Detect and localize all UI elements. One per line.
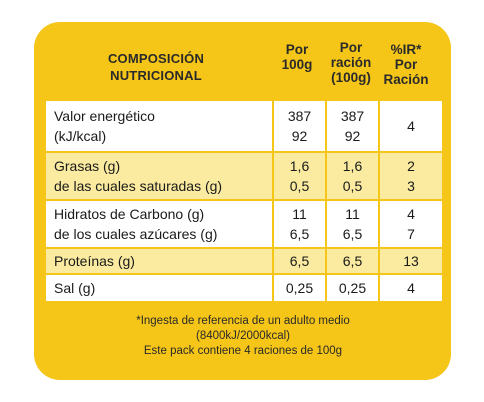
- column-header-ri: %IR* Por Ración: [376, 42, 436, 87]
- per-serving-cell: 11 6,5: [325, 199, 380, 249]
- per-100g-cell: 0,25: [272, 273, 327, 303]
- row-label: Valor energético (kJ/kcal): [44, 99, 274, 153]
- per-100g-value-1: 387: [287, 108, 312, 124]
- ri-value-1: 4: [407, 206, 415, 222]
- footnote-line-2: (8400kJ/2000kcal): [196, 330, 290, 342]
- per-serving-cell: 0,25: [325, 273, 380, 303]
- per-serving-cell: 6,5: [325, 247, 380, 275]
- per-serving-value-2: 6,5: [342, 226, 363, 242]
- row-label-line-1: Grasas (g): [54, 158, 121, 174]
- column-header-per-serving: Por ración (100g): [324, 40, 378, 85]
- ri-cell: 13: [378, 247, 444, 275]
- title-line-1: COMPOSICIÓN: [107, 51, 205, 66]
- row-label: Proteínas (g): [44, 247, 274, 275]
- footnote: *Ingesta de referencia de un adulto medi…: [60, 314, 426, 359]
- per-100g-value-1: 11: [292, 206, 307, 222]
- per-100g-value-2: 0,5: [289, 178, 310, 194]
- per-100g-cell: 387 92: [272, 99, 327, 153]
- ri-value-2: 7: [407, 226, 415, 242]
- footnote-line-1: *Ingesta de referencia de un adulto medi…: [136, 315, 350, 327]
- table-row-energy: Valor energético (kJ/kcal) 387 92 387 92…: [44, 99, 444, 153]
- column-header-per-100g-line-2: 100g: [281, 57, 313, 72]
- row-label-line-2: de los cuales azúcares (g): [54, 226, 218, 242]
- per-serving-value-2: 0,5: [342, 178, 363, 194]
- ri-cell: 4: [378, 99, 444, 153]
- per-serving-cell: 1,6 0,5: [325, 151, 380, 201]
- table-row-carbohydrates: Hidratos de Carbono (g) de los cuales az…: [44, 199, 444, 249]
- per-100g-value-1: 1,6: [289, 158, 310, 174]
- table-row-protein: Proteínas (g) 6,5 6,5 13: [44, 247, 444, 275]
- per-100g-value-2: 92: [291, 128, 308, 144]
- row-label: Hidratos de Carbono (g) de los cuales az…: [44, 199, 274, 249]
- column-header-per-serving-line-2: ración: [330, 55, 372, 70]
- per-100g-cell: 11 6,5: [272, 199, 327, 249]
- per-100g-cell: 6,5: [272, 247, 327, 275]
- ri-cell: 4 7: [378, 199, 444, 249]
- per-serving-value-1: 1,6: [342, 158, 363, 174]
- column-header-per-serving-line-3: (100g): [331, 70, 371, 85]
- title-line-2: NUTRICIONAL: [110, 68, 202, 83]
- per-serving-value-2: 92: [344, 128, 361, 144]
- per-serving-value-1: 387: [340, 108, 365, 124]
- footnote-line-3: Este pack contiene 4 raciones de 100g: [143, 345, 343, 357]
- ri-cell: 4: [378, 273, 444, 303]
- row-label: Grasas (g) de las cuales saturadas (g): [44, 151, 274, 201]
- per-serving-value-1: 11: [345, 206, 360, 222]
- per-serving-cell: 387 92: [325, 99, 380, 153]
- ri-value: 4: [407, 118, 415, 134]
- nutrition-title: COMPOSICIÓN NUTRICIONAL: [66, 50, 246, 84]
- nutrition-table: Valor energético (kJ/kcal) 387 92 387 92…: [44, 99, 444, 303]
- per-100g-cell: 1,6 0,5: [272, 151, 327, 201]
- row-label-line-2: (kJ/kcal): [54, 128, 107, 144]
- table-row-fat: Grasas (g) de las cuales saturadas (g) 1…: [44, 151, 444, 201]
- column-header-per-serving-line-1: Por: [339, 40, 363, 55]
- column-header-per-100g-line-1: Por: [285, 42, 309, 57]
- per-100g-value-2: 6,5: [289, 226, 310, 242]
- ri-cell: 2 3: [378, 151, 444, 201]
- column-header-ri-line-2: Por: [394, 57, 418, 72]
- ri-value-2: 3: [407, 178, 415, 194]
- table-row-salt: Sal (g) 0,25 0,25 4: [44, 273, 444, 303]
- row-label: Sal (g): [44, 273, 274, 303]
- ri-value-1: 2: [407, 158, 415, 174]
- column-header-ri-line-3: Ración: [383, 72, 429, 87]
- row-label-line-2: de las cuales saturadas (g): [54, 178, 223, 194]
- column-header-ri-line-1: %IR*: [390, 42, 422, 57]
- column-header-per-100g: Por 100g: [271, 42, 323, 72]
- row-label-line-1: Hidratos de Carbono (g): [54, 206, 205, 222]
- row-label-line-1: Valor energético: [54, 108, 155, 124]
